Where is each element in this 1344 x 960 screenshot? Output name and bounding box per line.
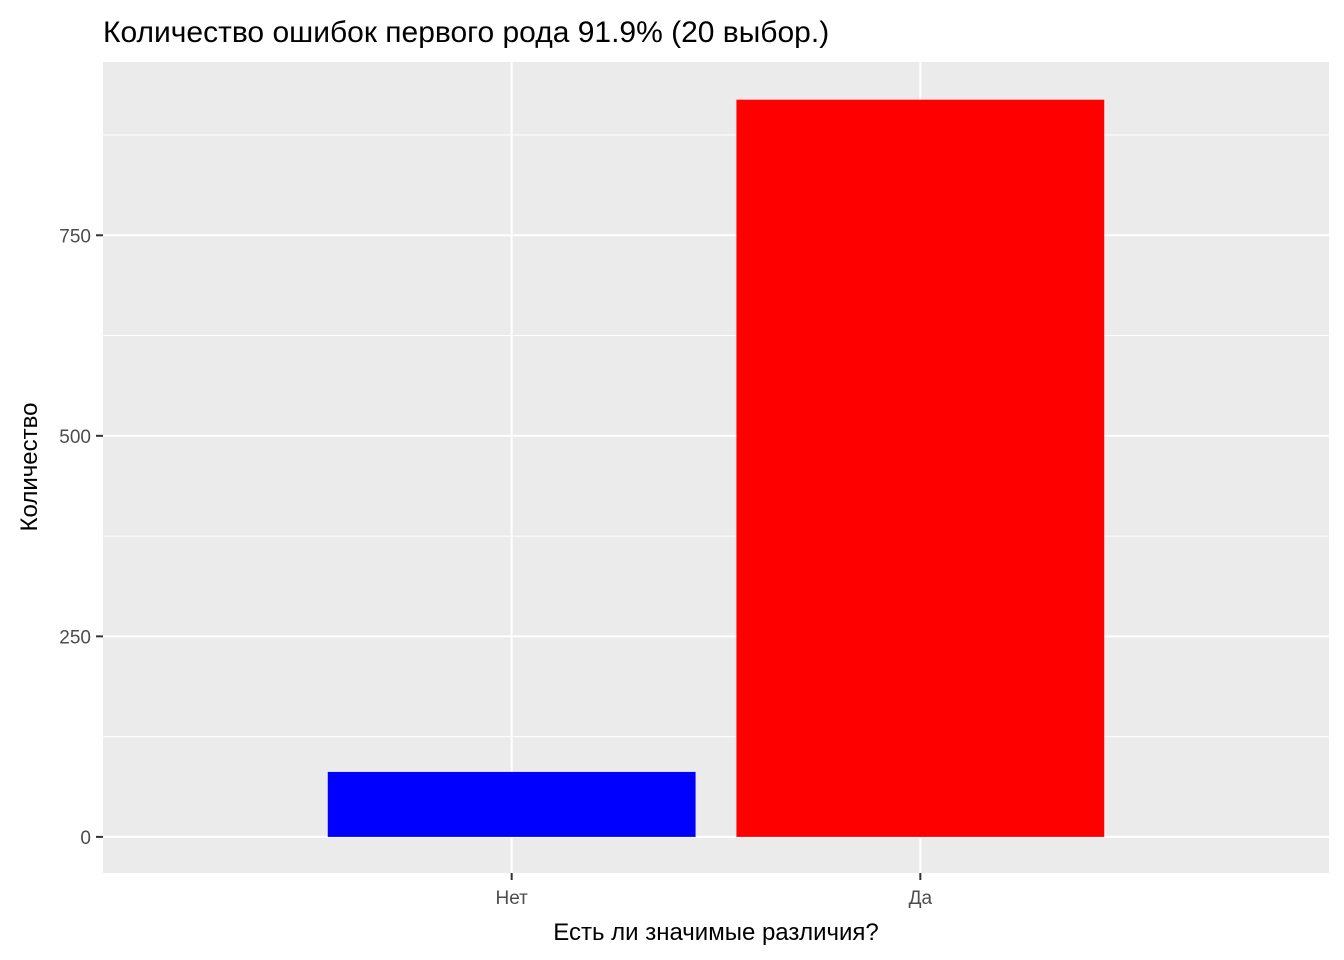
minor-gridlines: [103, 134, 1329, 738]
x-axis-title: Есть ли значимые различия?: [553, 919, 879, 946]
x-axis: Нет Да: [495, 873, 932, 909]
bar-1: [327, 771, 696, 837]
y-axis: 0 250 500 750: [59, 226, 103, 849]
x-tick-label: Да: [909, 888, 933, 909]
bar-2: [736, 99, 1105, 837]
chart-title: Количество ошибок первого рода 91.9% (20…: [103, 16, 829, 49]
x-tick-label: Нет: [495, 888, 528, 909]
y-tick-label: 250: [59, 627, 91, 648]
plot-panel: [103, 62, 1329, 873]
y-tick-label: 500: [59, 427, 91, 448]
bars: [327, 99, 1105, 837]
y-tick-label: 750: [59, 226, 91, 247]
y-tick-label: 0: [80, 828, 91, 849]
y-axis-title: Количество: [16, 403, 43, 532]
